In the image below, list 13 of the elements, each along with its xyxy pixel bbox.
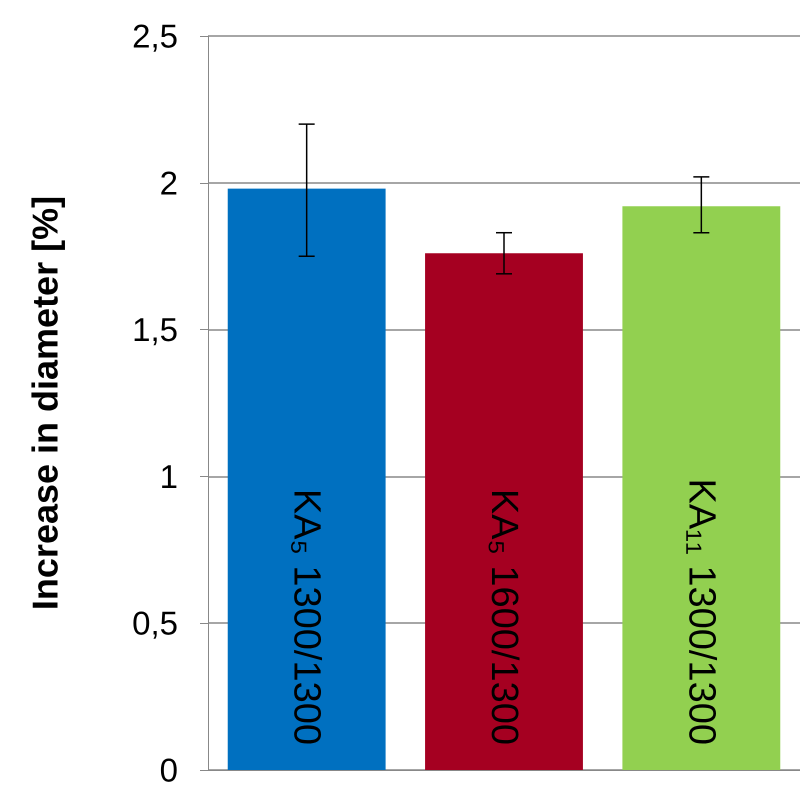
y-tick-label: 0,5: [132, 604, 178, 642]
x-tick-label: KA₅ 1600/1300: [483, 488, 525, 745]
y-axis-title: Increase in diameter [%]: [24, 196, 66, 610]
x-tick-label: KA₁₁ 1300/1300: [680, 478, 722, 745]
y-tick-label: 1: [160, 458, 178, 495]
y-tick-label: 1,5: [132, 311, 178, 348]
y-tick-label: 2,5: [132, 18, 178, 54]
y-tick-label: 0: [160, 752, 178, 788]
y-tick-label: 2: [160, 164, 178, 202]
bar: [622, 206, 780, 770]
bar: [228, 188, 386, 770]
x-tick-label: KA₅ 1300/1300: [286, 488, 328, 745]
bar: [425, 253, 583, 770]
